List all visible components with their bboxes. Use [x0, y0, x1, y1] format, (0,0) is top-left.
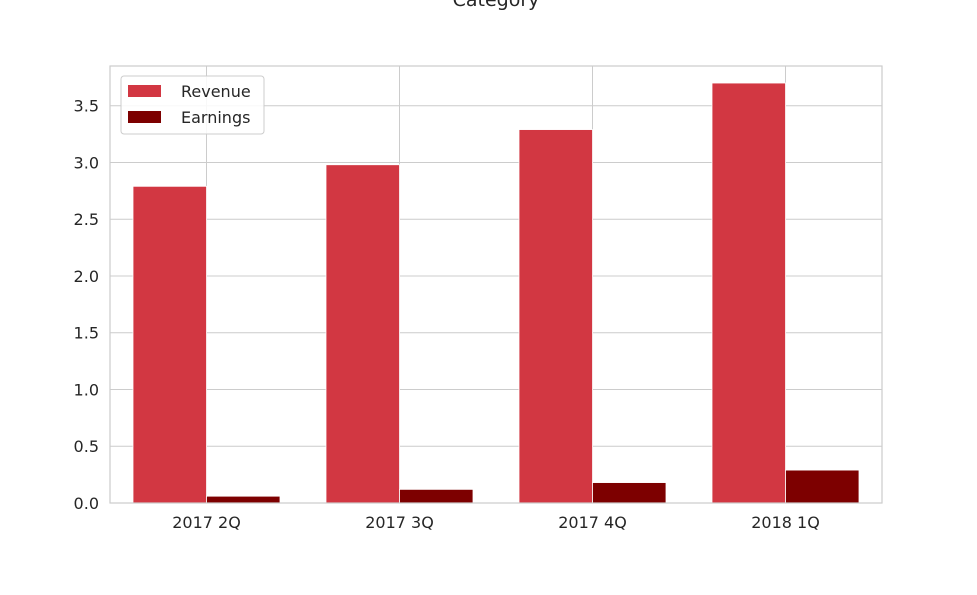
- x-tick-label: 2017 4Q: [558, 513, 627, 532]
- legend-swatch: [128, 111, 161, 123]
- y-tick-label: 0.0: [74, 494, 99, 513]
- x-tick-label: 2017 2Q: [172, 513, 241, 532]
- x-tick-label: 2018 1Q: [751, 513, 820, 532]
- bar-earnings: [206, 495, 281, 504]
- bar-revenue: [711, 82, 786, 504]
- y-tick-label: 2.5: [74, 210, 99, 229]
- plot-frame: [109, 65, 883, 504]
- bars: [132, 82, 860, 504]
- x-tick-label: 2017 3Q: [365, 513, 434, 532]
- y-tick-label: 1.5: [74, 324, 99, 343]
- y-tick-label: 2.0: [74, 267, 99, 286]
- bar-earnings: [785, 469, 860, 504]
- y-tick-label: 1.0: [74, 380, 99, 399]
- bar-earnings: [592, 482, 667, 504]
- bar-revenue: [132, 185, 207, 504]
- legend-swatch: [128, 85, 161, 97]
- y-axis-ticks: 0.0 0.5 1.0 1.5 2.0 2.5 3.0 3.5: [74, 97, 99, 513]
- legend-label: Earnings: [181, 108, 250, 127]
- y-tick-label: 0.5: [74, 437, 99, 456]
- bar-revenue: [518, 129, 593, 504]
- chart-title: Category: [453, 0, 540, 11]
- legend: Revenue Earnings: [120, 75, 265, 135]
- y-tick-label: 3.5: [74, 97, 99, 116]
- y-tick-label: 3.0: [74, 153, 99, 172]
- bar-earnings: [399, 488, 474, 504]
- legend-label: Revenue: [181, 82, 251, 101]
- x-axis-ticks: 2017 2Q 2017 3Q 2017 4Q 2018 1Q: [172, 513, 820, 532]
- bar-revenue: [325, 164, 400, 504]
